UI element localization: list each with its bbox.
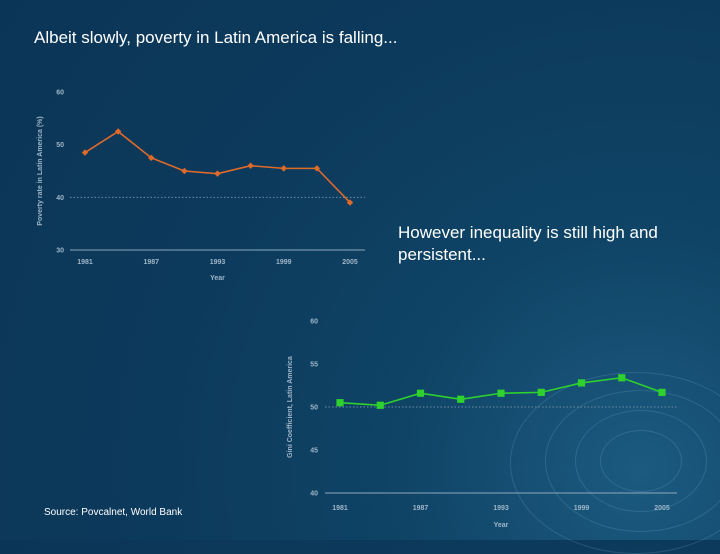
gini-y-tick-label: 50 <box>310 405 318 412</box>
gini-data-point <box>416 389 425 397</box>
poverty-x-axis-label: Year <box>210 275 225 282</box>
poverty-data-point <box>247 162 254 169</box>
poverty-data-point <box>81 149 89 156</box>
gini-y-tick-label: 40 <box>310 491 318 498</box>
poverty-data-point <box>181 167 188 175</box>
gini-x-tick-label: 1987 <box>413 505 429 512</box>
inequality-note: However inequality is still high and per… <box>398 223 658 264</box>
gini-data-point <box>537 388 545 396</box>
poverty-y-tick-label: 60 <box>56 90 64 97</box>
poverty-data-point <box>114 128 122 135</box>
poverty-y-tick-label: 40 <box>56 195 64 202</box>
poverty-data-point <box>280 165 287 172</box>
poverty-y-axis-label: Poverty rate in Latin America (%) <box>37 116 44 225</box>
gini-y-axis-label: Gini Coefficient, Latin America <box>287 356 294 458</box>
gini-data-point <box>497 389 505 397</box>
poverty-y-tick-label: 30 <box>56 248 64 255</box>
gini-y-tick-label: 55 <box>310 362 318 369</box>
gini-data-point <box>376 401 384 409</box>
poverty-x-tick-label: 1987 <box>143 259 159 266</box>
poverty-y-tick-label: 50 <box>56 142 64 149</box>
gini-y-tick-label: 60 <box>310 319 318 326</box>
gini-data-point <box>618 374 626 382</box>
gini-data-point <box>577 379 586 387</box>
gini-data-point <box>336 399 344 407</box>
source-note: Source: Povcalnet, World Bank <box>44 507 183 518</box>
gini-data-point <box>658 388 666 396</box>
gini-x-axis-label: Year <box>494 522 509 529</box>
poverty-data-point <box>214 170 221 177</box>
poverty-data-point <box>148 154 155 162</box>
gini-x-tick-label: 1981 <box>332 505 348 512</box>
poverty-x-tick-label: 1993 <box>210 259 226 266</box>
gini-chart: 60 55 50 45 40 1981 1987 1993 1999 2005 Year Gini C… <box>287 319 677 529</box>
poverty-data-point <box>346 199 354 206</box>
poverty-chart: 60 50 40 30 1981 1987 1993 1999 2005 Year Poverty … <box>37 90 365 282</box>
poverty-x-tick-label: 1999 <box>276 259 292 266</box>
gini-x-tick-label: 1993 <box>493 505 509 512</box>
gini-data-point <box>457 395 465 403</box>
poverty-x-tick-label: 1981 <box>77 259 93 266</box>
gini-x-tick-label: 1999 <box>574 505 590 512</box>
poverty-data-point <box>313 165 321 172</box>
gini-x-tick-label: 2005 <box>654 505 670 512</box>
slide-title: Albeit slowly, poverty in Latin America … <box>34 28 398 47</box>
gini-y-tick-label: 45 <box>310 448 318 455</box>
poverty-x-tick-label: 2005 <box>342 259 358 266</box>
